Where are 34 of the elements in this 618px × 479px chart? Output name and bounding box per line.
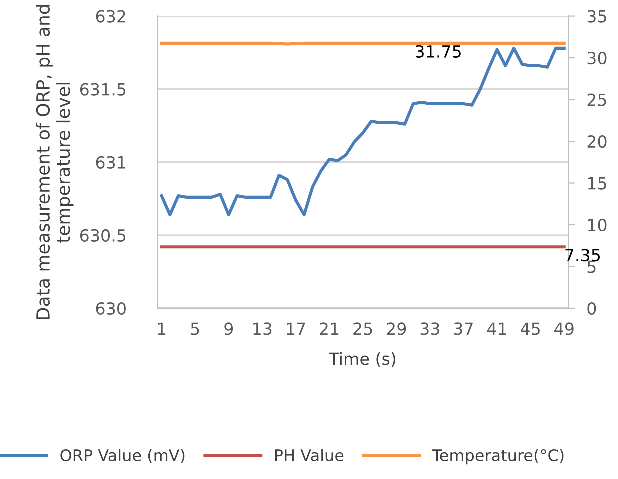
x-tick-label: 49 — [554, 322, 574, 336]
x-tick-label: 13 — [254, 322, 272, 336]
x-tick-label: 21 — [320, 322, 339, 336]
x-tick-label: 17 — [287, 322, 306, 336]
y2-tick-label: 25 — [588, 94, 606, 106]
y-tick-label: 631.5 — [80, 83, 126, 96]
x-tick-label: 29 — [387, 322, 406, 336]
y-tick-label: 632 — [96, 10, 126, 23]
x-axis-title: Time (s) — [329, 352, 396, 368]
legend-label: ORP Value (mV) — [60, 449, 185, 464]
data-label: 7.35 — [566, 249, 600, 262]
x-tick-label: 1 — [158, 322, 166, 336]
x-tick-label: 9 — [224, 322, 234, 336]
y2-tick-label: 20 — [588, 135, 607, 148]
y2-tick-label: 10 — [588, 218, 607, 232]
x-tick-label: 41 — [487, 322, 506, 336]
y-axis-title: Data measurement of ORP, pH and temperature level — [36, 5, 74, 320]
y2-tick-label: 5 — [588, 260, 596, 274]
data-label: 31.75 — [416, 45, 461, 58]
x-tick-label: 33 — [420, 322, 440, 336]
y2-tick-label: 30 — [588, 52, 607, 65]
x-tick-label: 45 — [521, 322, 540, 336]
y2-tick-label: 35 — [588, 10, 606, 23]
y-tick-label: 631 — [96, 156, 126, 169]
x-tick-label: 25 — [354, 322, 372, 336]
y-tick-label: 630 — [96, 302, 126, 316]
y2-tick-label: 0 — [588, 302, 596, 316]
x-tick-label: 37 — [454, 322, 473, 336]
legend-label: PH Value — [275, 449, 344, 462]
legend-label: Temperature(°C) — [432, 449, 564, 465]
y-tick-label: 630.5 — [80, 229, 126, 242]
x-tick-label: 5 — [191, 322, 200, 336]
line-series — [160, 46, 566, 217]
y2-tick-label: 15 — [588, 177, 606, 190]
